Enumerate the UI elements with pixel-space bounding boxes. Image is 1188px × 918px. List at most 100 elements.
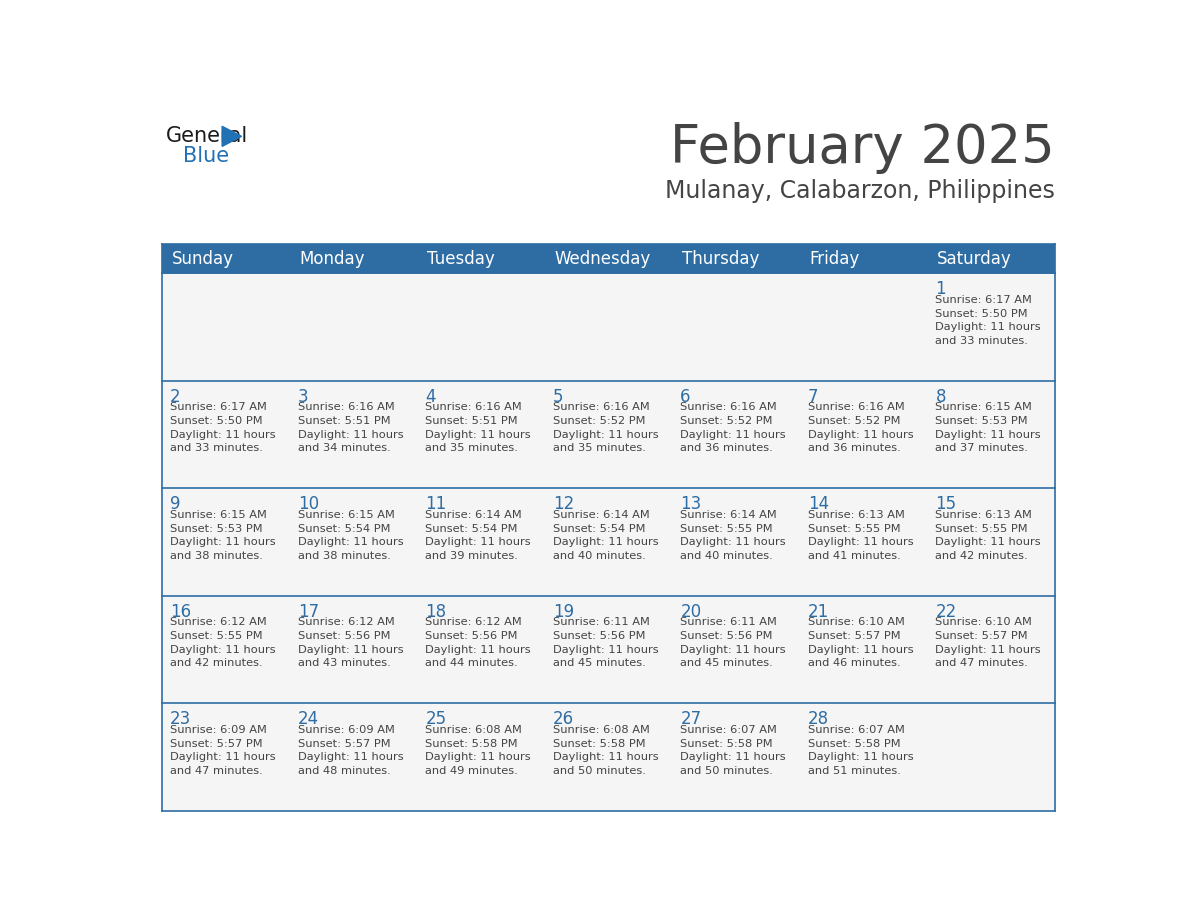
Text: 14: 14 <box>808 496 829 513</box>
Bar <box>163 703 290 811</box>
Text: Sunrise: 6:11 AM
Sunset: 5:56 PM
Daylight: 11 hours
and 45 minutes.: Sunrise: 6:11 AM Sunset: 5:56 PM Dayligh… <box>681 618 786 668</box>
Text: 17: 17 <box>298 603 318 621</box>
Bar <box>163 488 290 596</box>
Text: Sunrise: 6:08 AM
Sunset: 5:58 PM
Daylight: 11 hours
and 49 minutes.: Sunrise: 6:08 AM Sunset: 5:58 PM Dayligh… <box>425 725 531 776</box>
Text: 20: 20 <box>681 603 701 621</box>
Text: 12: 12 <box>552 496 574 513</box>
Text: 15: 15 <box>935 496 956 513</box>
Bar <box>290 381 417 488</box>
Bar <box>290 488 417 596</box>
Text: Sunrise: 6:16 AM
Sunset: 5:52 PM
Daylight: 11 hours
and 36 minutes.: Sunrise: 6:16 AM Sunset: 5:52 PM Dayligh… <box>681 402 786 453</box>
Bar <box>290 703 417 811</box>
Text: Sunrise: 6:07 AM
Sunset: 5:58 PM
Daylight: 11 hours
and 50 minutes.: Sunrise: 6:07 AM Sunset: 5:58 PM Dayligh… <box>681 725 786 776</box>
Text: Sunday: Sunday <box>172 250 234 268</box>
Bar <box>417 703 545 811</box>
Text: Sunrise: 6:14 AM
Sunset: 5:54 PM
Daylight: 11 hours
and 40 minutes.: Sunrise: 6:14 AM Sunset: 5:54 PM Dayligh… <box>552 509 658 561</box>
Bar <box>417 596 545 703</box>
Bar <box>928 703 1055 811</box>
Text: 5: 5 <box>552 387 563 406</box>
Text: 10: 10 <box>298 496 318 513</box>
Text: General: General <box>165 126 248 146</box>
Text: Sunrise: 6:09 AM
Sunset: 5:57 PM
Daylight: 11 hours
and 47 minutes.: Sunrise: 6:09 AM Sunset: 5:57 PM Dayligh… <box>170 725 276 776</box>
Bar <box>545 596 672 703</box>
Text: Thursday: Thursday <box>682 250 759 268</box>
Text: Sunrise: 6:16 AM
Sunset: 5:51 PM
Daylight: 11 hours
and 35 minutes.: Sunrise: 6:16 AM Sunset: 5:51 PM Dayligh… <box>425 402 531 453</box>
Bar <box>672 488 801 596</box>
Text: 21: 21 <box>808 603 829 621</box>
Text: 4: 4 <box>425 387 436 406</box>
Text: 19: 19 <box>552 603 574 621</box>
Bar <box>801 488 928 596</box>
Bar <box>928 381 1055 488</box>
Text: Sunrise: 6:16 AM
Sunset: 5:51 PM
Daylight: 11 hours
and 34 minutes.: Sunrise: 6:16 AM Sunset: 5:51 PM Dayligh… <box>298 402 404 453</box>
Text: Sunrise: 6:15 AM
Sunset: 5:53 PM
Daylight: 11 hours
and 38 minutes.: Sunrise: 6:15 AM Sunset: 5:53 PM Dayligh… <box>170 509 276 561</box>
Text: Wednesday: Wednesday <box>555 250 651 268</box>
Text: 18: 18 <box>425 603 447 621</box>
Bar <box>290 274 417 381</box>
Bar <box>545 703 672 811</box>
Bar <box>545 488 672 596</box>
Text: 24: 24 <box>298 711 318 728</box>
Text: 22: 22 <box>935 603 956 621</box>
Bar <box>163 244 1055 274</box>
Text: Sunrise: 6:14 AM
Sunset: 5:54 PM
Daylight: 11 hours
and 39 minutes.: Sunrise: 6:14 AM Sunset: 5:54 PM Dayligh… <box>425 509 531 561</box>
Bar <box>672 274 801 381</box>
Text: Sunrise: 6:16 AM
Sunset: 5:52 PM
Daylight: 11 hours
and 35 minutes.: Sunrise: 6:16 AM Sunset: 5:52 PM Dayligh… <box>552 402 658 453</box>
Text: Friday: Friday <box>809 250 860 268</box>
Text: 16: 16 <box>170 603 191 621</box>
Bar <box>417 274 545 381</box>
Text: Sunrise: 6:15 AM
Sunset: 5:54 PM
Daylight: 11 hours
and 38 minutes.: Sunrise: 6:15 AM Sunset: 5:54 PM Dayligh… <box>298 509 404 561</box>
Bar <box>672 381 801 488</box>
Text: 25: 25 <box>425 711 447 728</box>
Bar <box>163 274 290 381</box>
Bar <box>417 381 545 488</box>
Text: February 2025: February 2025 <box>670 122 1055 174</box>
Bar <box>290 596 417 703</box>
Text: Sunrise: 6:12 AM
Sunset: 5:56 PM
Daylight: 11 hours
and 44 minutes.: Sunrise: 6:12 AM Sunset: 5:56 PM Dayligh… <box>425 618 531 668</box>
Text: 13: 13 <box>681 496 702 513</box>
Text: Sunrise: 6:17 AM
Sunset: 5:50 PM
Daylight: 11 hours
and 33 minutes.: Sunrise: 6:17 AM Sunset: 5:50 PM Dayligh… <box>170 402 276 453</box>
Bar <box>672 703 801 811</box>
Bar <box>417 488 545 596</box>
Text: 7: 7 <box>808 387 819 406</box>
Text: Tuesday: Tuesday <box>426 250 494 268</box>
Text: Sunrise: 6:12 AM
Sunset: 5:56 PM
Daylight: 11 hours
and 43 minutes.: Sunrise: 6:12 AM Sunset: 5:56 PM Dayligh… <box>298 618 404 668</box>
Text: Sunrise: 6:12 AM
Sunset: 5:55 PM
Daylight: 11 hours
and 42 minutes.: Sunrise: 6:12 AM Sunset: 5:55 PM Dayligh… <box>170 618 276 668</box>
Text: Sunrise: 6:09 AM
Sunset: 5:57 PM
Daylight: 11 hours
and 48 minutes.: Sunrise: 6:09 AM Sunset: 5:57 PM Dayligh… <box>298 725 404 776</box>
Text: Sunrise: 6:08 AM
Sunset: 5:58 PM
Daylight: 11 hours
and 50 minutes.: Sunrise: 6:08 AM Sunset: 5:58 PM Dayligh… <box>552 725 658 776</box>
Bar <box>928 488 1055 596</box>
Text: 23: 23 <box>170 711 191 728</box>
Text: Saturday: Saturday <box>937 250 1012 268</box>
Text: Sunrise: 6:17 AM
Sunset: 5:50 PM
Daylight: 11 hours
and 33 minutes.: Sunrise: 6:17 AM Sunset: 5:50 PM Dayligh… <box>935 295 1041 346</box>
Bar <box>928 274 1055 381</box>
Bar <box>545 381 672 488</box>
Text: Sunrise: 6:14 AM
Sunset: 5:55 PM
Daylight: 11 hours
and 40 minutes.: Sunrise: 6:14 AM Sunset: 5:55 PM Dayligh… <box>681 509 786 561</box>
Text: 6: 6 <box>681 387 691 406</box>
Bar <box>801 703 928 811</box>
Text: 9: 9 <box>170 496 181 513</box>
Text: 8: 8 <box>935 387 946 406</box>
Text: 26: 26 <box>552 711 574 728</box>
Bar <box>928 596 1055 703</box>
Bar <box>801 596 928 703</box>
Text: Mulanay, Calabarzon, Philippines: Mulanay, Calabarzon, Philippines <box>665 179 1055 204</box>
Text: Monday: Monday <box>299 250 365 268</box>
Text: Sunrise: 6:16 AM
Sunset: 5:52 PM
Daylight: 11 hours
and 36 minutes.: Sunrise: 6:16 AM Sunset: 5:52 PM Dayligh… <box>808 402 914 453</box>
Bar <box>801 274 928 381</box>
Text: 1: 1 <box>935 280 946 298</box>
Text: Sunrise: 6:13 AM
Sunset: 5:55 PM
Daylight: 11 hours
and 41 minutes.: Sunrise: 6:13 AM Sunset: 5:55 PM Dayligh… <box>808 509 914 561</box>
Bar <box>801 381 928 488</box>
Text: 27: 27 <box>681 711 701 728</box>
Text: 28: 28 <box>808 711 829 728</box>
Text: Sunrise: 6:10 AM
Sunset: 5:57 PM
Daylight: 11 hours
and 46 minutes.: Sunrise: 6:10 AM Sunset: 5:57 PM Dayligh… <box>808 618 914 668</box>
Text: 11: 11 <box>425 496 447 513</box>
Text: Sunrise: 6:07 AM
Sunset: 5:58 PM
Daylight: 11 hours
and 51 minutes.: Sunrise: 6:07 AM Sunset: 5:58 PM Dayligh… <box>808 725 914 776</box>
Text: Sunrise: 6:15 AM
Sunset: 5:53 PM
Daylight: 11 hours
and 37 minutes.: Sunrise: 6:15 AM Sunset: 5:53 PM Dayligh… <box>935 402 1041 453</box>
Bar <box>163 596 290 703</box>
Text: Sunrise: 6:10 AM
Sunset: 5:57 PM
Daylight: 11 hours
and 47 minutes.: Sunrise: 6:10 AM Sunset: 5:57 PM Dayligh… <box>935 618 1041 668</box>
Bar <box>545 274 672 381</box>
Text: 2: 2 <box>170 387 181 406</box>
Text: Sunrise: 6:11 AM
Sunset: 5:56 PM
Daylight: 11 hours
and 45 minutes.: Sunrise: 6:11 AM Sunset: 5:56 PM Dayligh… <box>552 618 658 668</box>
Text: Sunrise: 6:13 AM
Sunset: 5:55 PM
Daylight: 11 hours
and 42 minutes.: Sunrise: 6:13 AM Sunset: 5:55 PM Dayligh… <box>935 509 1041 561</box>
Text: Blue: Blue <box>183 146 229 165</box>
